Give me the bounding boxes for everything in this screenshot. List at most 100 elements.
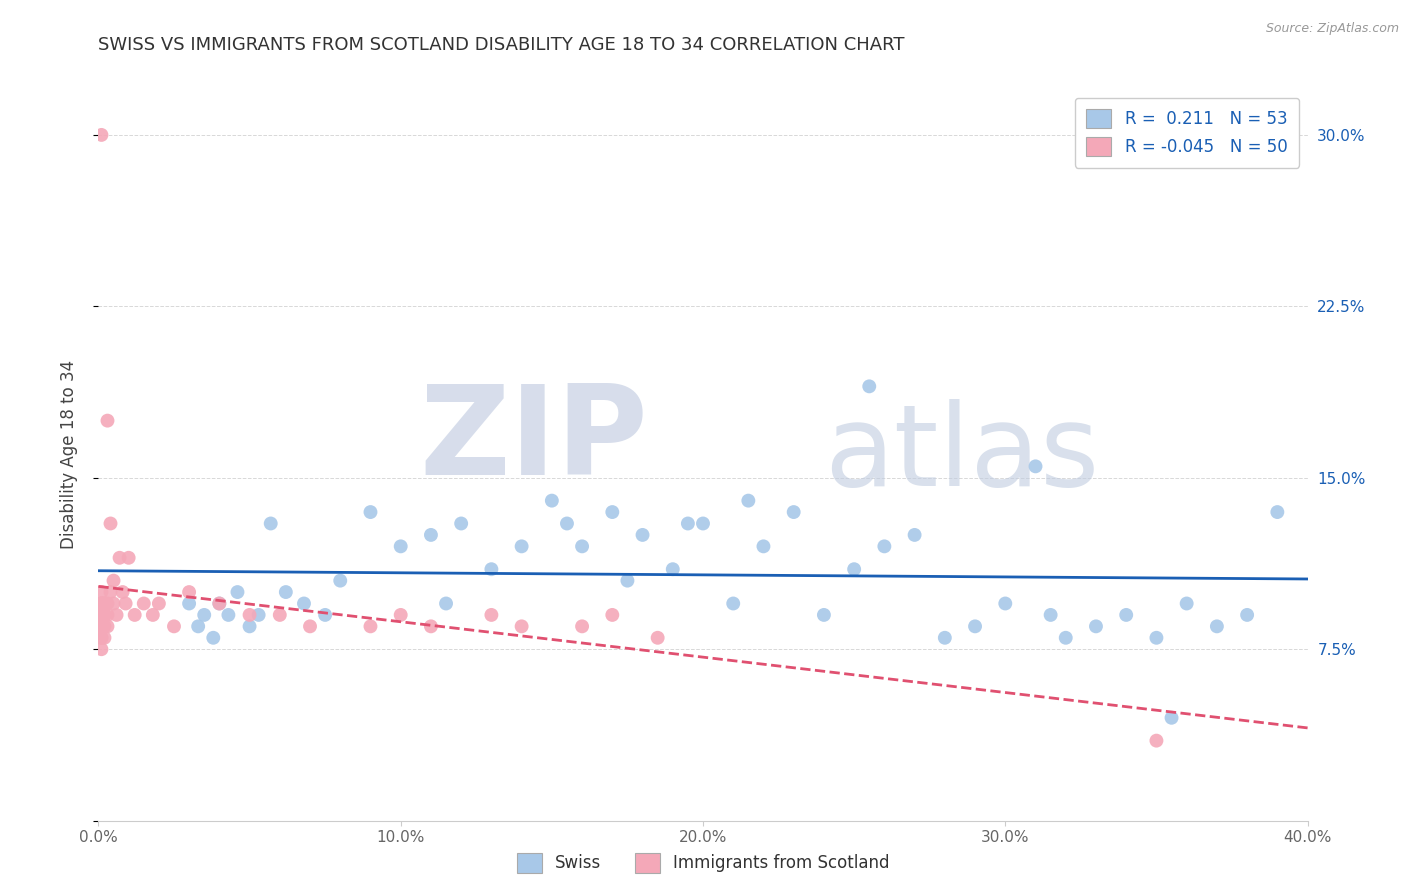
Point <box>96 414 118 428</box>
Point <box>163 619 186 633</box>
Point <box>602 607 624 622</box>
Point <box>103 597 125 611</box>
Point <box>389 539 412 553</box>
Point <box>179 597 201 611</box>
Point <box>1039 607 1062 622</box>
Point <box>965 619 987 633</box>
Point <box>90 607 112 622</box>
Point <box>239 607 262 622</box>
Point <box>676 516 699 531</box>
Point <box>111 585 134 599</box>
Point <box>90 642 112 657</box>
Point <box>93 619 115 633</box>
Text: Source: ZipAtlas.com: Source: ZipAtlas.com <box>1265 22 1399 36</box>
Point <box>114 597 136 611</box>
Point <box>1144 733 1167 747</box>
Point <box>616 574 638 588</box>
Point <box>292 597 315 611</box>
Point <box>90 597 112 611</box>
Point <box>1115 607 1137 622</box>
Point <box>90 597 112 611</box>
Point <box>90 128 112 142</box>
Point <box>647 631 669 645</box>
Point <box>692 516 714 531</box>
Point <box>148 597 170 611</box>
Point <box>226 585 249 599</box>
Legend: R =  0.211   N = 53, R = -0.045   N = 50: R = 0.211 N = 53, R = -0.045 N = 50 <box>1074 97 1299 168</box>
Point <box>299 619 322 633</box>
Point <box>571 619 593 633</box>
Point <box>1160 711 1182 725</box>
Point <box>208 597 231 611</box>
Point <box>994 597 1017 611</box>
Legend: Swiss, Immigrants from Scotland: Swiss, Immigrants from Scotland <box>510 847 896 880</box>
Point <box>103 574 125 588</box>
Point <box>904 528 927 542</box>
Point <box>737 493 759 508</box>
Point <box>1236 607 1258 622</box>
Point <box>90 597 112 611</box>
Point <box>481 562 503 576</box>
Point <box>858 379 880 393</box>
Point <box>1175 597 1198 611</box>
Y-axis label: Disability Age 18 to 34: Disability Age 18 to 34 <box>59 360 77 549</box>
Point <box>90 631 112 645</box>
Point <box>96 607 118 622</box>
Point <box>260 516 283 531</box>
Point <box>90 585 112 599</box>
Point <box>481 607 503 622</box>
Point <box>555 516 578 531</box>
Point <box>118 550 141 565</box>
Point <box>179 585 201 599</box>
Text: SWISS VS IMMIGRANTS FROM SCOTLAND DISABILITY AGE 18 TO 34 CORRELATION CHART: SWISS VS IMMIGRANTS FROM SCOTLAND DISABI… <box>98 36 905 54</box>
Point <box>1206 619 1229 633</box>
Point <box>1085 619 1108 633</box>
Point <box>217 607 239 622</box>
Point <box>142 607 165 622</box>
Point <box>1267 505 1289 519</box>
Point <box>723 597 745 611</box>
Point <box>247 607 270 622</box>
Point <box>602 505 624 519</box>
Point <box>813 607 835 622</box>
Point <box>661 562 683 576</box>
Point <box>873 539 896 553</box>
Point <box>450 516 472 531</box>
Point <box>93 631 115 645</box>
Point <box>1024 459 1046 474</box>
Point <box>360 619 382 633</box>
Point <box>193 607 215 622</box>
Point <box>93 607 115 622</box>
Text: atlas: atlas <box>824 400 1099 510</box>
Point <box>274 585 297 599</box>
Point <box>752 539 775 553</box>
Point <box>90 607 112 622</box>
Point <box>420 528 443 542</box>
Point <box>269 607 291 622</box>
Point <box>329 574 352 588</box>
Point <box>1054 631 1077 645</box>
Point <box>96 597 118 611</box>
Point <box>934 631 956 645</box>
Point <box>90 619 112 633</box>
Point <box>510 619 533 633</box>
Point <box>208 597 231 611</box>
Point <box>108 550 131 565</box>
Point <box>434 597 457 611</box>
Point <box>360 505 382 519</box>
Point <box>100 585 122 599</box>
Point <box>540 493 562 508</box>
Point <box>314 607 336 622</box>
Point <box>90 619 112 633</box>
Point <box>202 631 225 645</box>
Point <box>187 619 209 633</box>
Point <box>571 539 593 553</box>
Point <box>105 607 128 622</box>
Point <box>631 528 654 542</box>
Point <box>420 619 443 633</box>
Point <box>389 607 412 622</box>
Point <box>124 607 146 622</box>
Point <box>1144 631 1167 645</box>
Point <box>93 597 115 611</box>
Text: ZIP: ZIP <box>419 380 648 500</box>
